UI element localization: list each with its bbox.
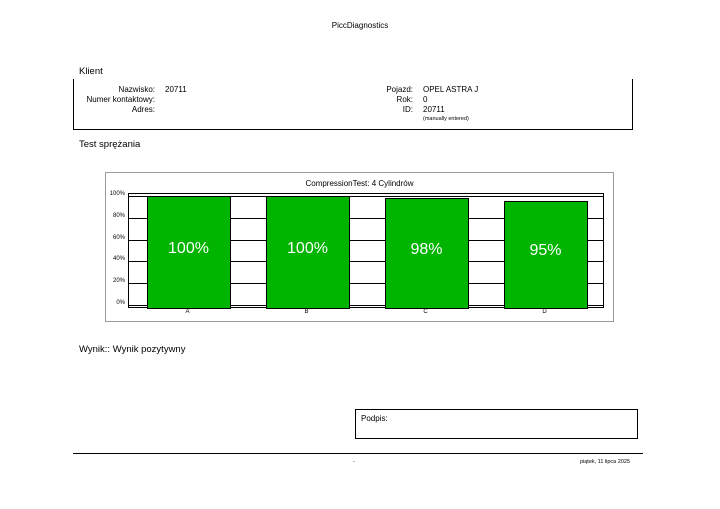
footer-date: piątek, 11 lipca 2025: [579, 459, 630, 465]
value-surname: 20711: [165, 85, 187, 94]
y-tick-label: 60%: [112, 234, 125, 241]
value-year: 0: [423, 95, 428, 104]
gridline: [129, 261, 603, 263]
label-vehicle: Pojazd:: [386, 85, 413, 94]
client-section-title: Klient: [79, 66, 103, 77]
gridline: [129, 305, 603, 306]
footer-divider: [73, 453, 643, 454]
bar-value-label: 95%: [529, 242, 562, 260]
bar-a: 100%: [146, 196, 231, 309]
app-title: PiccDiagnostics: [331, 21, 389, 30]
id-note: (manually entered): [423, 116, 469, 122]
bar-value-label: 100%: [168, 239, 209, 257]
label-contact-number: Numer kontaktowy:: [86, 95, 155, 104]
y-tick-label: 40%: [112, 256, 125, 263]
y-tick-label: 80%: [112, 212, 125, 219]
x-tick-label: C: [423, 309, 428, 315]
gridline: [129, 196, 603, 197]
client-info-box: [73, 79, 633, 130]
result-text: Wynik:: Wynik pozytywny: [79, 344, 186, 355]
label-id: ID:: [402, 105, 413, 114]
footer-center: -: [353, 459, 355, 465]
signature-label: Podpis:: [361, 414, 388, 423]
test-section-title: Test sprężania: [79, 139, 141, 150]
x-tick-label: A: [185, 309, 190, 315]
label-year: Rok:: [396, 95, 413, 104]
x-tick-label: D: [542, 309, 547, 315]
bar-value-label: 98%: [410, 240, 443, 258]
bar-d: 95%: [503, 201, 588, 309]
value-vehicle: OPEL ASTRA J: [423, 85, 479, 94]
gridline: [129, 217, 603, 219]
y-tick-label: 0%: [116, 300, 125, 306]
x-tick-label: B: [304, 309, 309, 315]
value-id: 20711: [423, 105, 445, 114]
chart-plot-area: 100% 100% 98% 95%: [128, 193, 604, 309]
bar-c: 98%: [384, 198, 469, 309]
gridline: [129, 239, 603, 241]
bar-b: 100%: [265, 196, 350, 309]
gridline: [129, 283, 603, 285]
signature-box: [355, 409, 638, 439]
y-tick-label: 100%: [109, 191, 125, 197]
label-address: Adres:: [131, 105, 155, 114]
bar-value-label: 100%: [287, 239, 328, 257]
chart-title: CompressionTest: 4 Cylindrów: [305, 179, 414, 188]
y-tick-label: 20%: [112, 278, 125, 285]
label-surname: Nazwisko:: [118, 85, 155, 94]
